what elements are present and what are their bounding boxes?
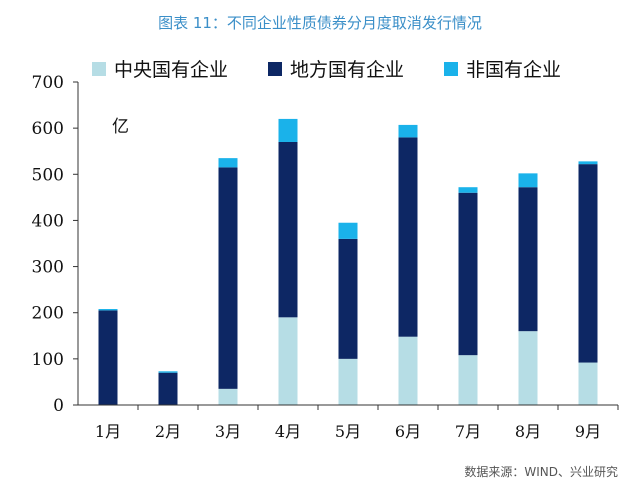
bar-local-soe-8 <box>518 187 538 332</box>
bar-non-soe-9 <box>578 161 598 165</box>
x-tick-label: 5月 <box>335 422 361 441</box>
bar-local-soe-4 <box>278 141 298 318</box>
bar-local-soe-7 <box>458 192 478 356</box>
bar-non-soe-2 <box>158 371 178 373</box>
bar-non-soe-8 <box>518 173 538 188</box>
source-note: 数据来源：WIND、兴业研究 <box>464 465 618 479</box>
y-tick-label: 100 <box>32 350 64 370</box>
bar-central-soe-6 <box>398 336 418 405</box>
bar-local-soe-5 <box>338 238 358 359</box>
bar-local-soe-1 <box>98 310 118 405</box>
x-tick-label: 6月 <box>395 422 421 441</box>
y-tick-label: 400 <box>32 211 64 231</box>
legend-swatch-central-soe <box>92 61 106 76</box>
bar-non-soe-5 <box>338 222 358 239</box>
bar-non-soe-7 <box>458 187 478 193</box>
bar-central-soe-8 <box>518 331 538 405</box>
x-tick-label: 8月 <box>515 422 541 441</box>
legend-label-central-soe: 中央国有企业 <box>114 59 229 81</box>
bars-group <box>98 118 598 405</box>
legend-item-central-soe: 中央国有企业 <box>92 55 228 82</box>
legend: 中央国有企业 地方国有企业 非国有企业 <box>92 55 561 82</box>
bar-central-soe-5 <box>338 358 358 405</box>
y-tick-label: 300 <box>32 258 64 278</box>
legend-item-local-soe: 地方国有企业 <box>268 55 404 82</box>
y-tick-label: 500 <box>32 165 64 185</box>
x-tick-label: 7月 <box>455 422 481 441</box>
bar-non-soe-6 <box>398 124 418 138</box>
bar-central-soe-4 <box>278 317 298 405</box>
y-tick-label: 600 <box>32 119 64 139</box>
y-tick-label: 700 <box>32 73 64 93</box>
x-tick-label: 2月 <box>155 422 181 441</box>
bar-local-soe-3 <box>218 167 238 389</box>
bar-central-soe-7 <box>458 355 478 405</box>
legend-swatch-local-soe <box>268 61 283 76</box>
bar-local-soe-6 <box>398 137 418 337</box>
bar-local-soe-2 <box>158 372 178 405</box>
bar-central-soe-9 <box>578 362 598 405</box>
y-tick-label: 200 <box>32 304 64 324</box>
bar-non-soe-3 <box>218 158 238 168</box>
chart-title: 图表 11：不同企业性质债券分月度取消发行情况 <box>158 14 482 32</box>
unit-label: 亿 <box>112 117 129 137</box>
legend-swatch-non-soe <box>444 61 459 76</box>
axes-group: 1月 2月 3月 4月 5月 6月 7月 8月 9月 0 100 200 300 400 500 600 700 <box>32 73 619 441</box>
bar-local-soe-9 <box>578 164 598 363</box>
legend-label-non-soe: 非国有企业 <box>466 59 562 81</box>
bar-non-soe-4 <box>278 118 298 142</box>
x-tick-label: 1月 <box>95 422 121 441</box>
bar-central-soe-3 <box>218 388 238 405</box>
y-tick-label: 0 <box>53 396 64 416</box>
legend-label-local-soe: 地方国有企业 <box>290 59 405 81</box>
x-tick-label: 4月 <box>275 422 301 441</box>
x-tick-label: 9月 <box>575 422 601 441</box>
bar-non-soe-1 <box>98 309 118 311</box>
legend-item-non-soe: 非国有企业 <box>444 55 561 82</box>
x-tick-label: 3月 <box>215 422 241 441</box>
